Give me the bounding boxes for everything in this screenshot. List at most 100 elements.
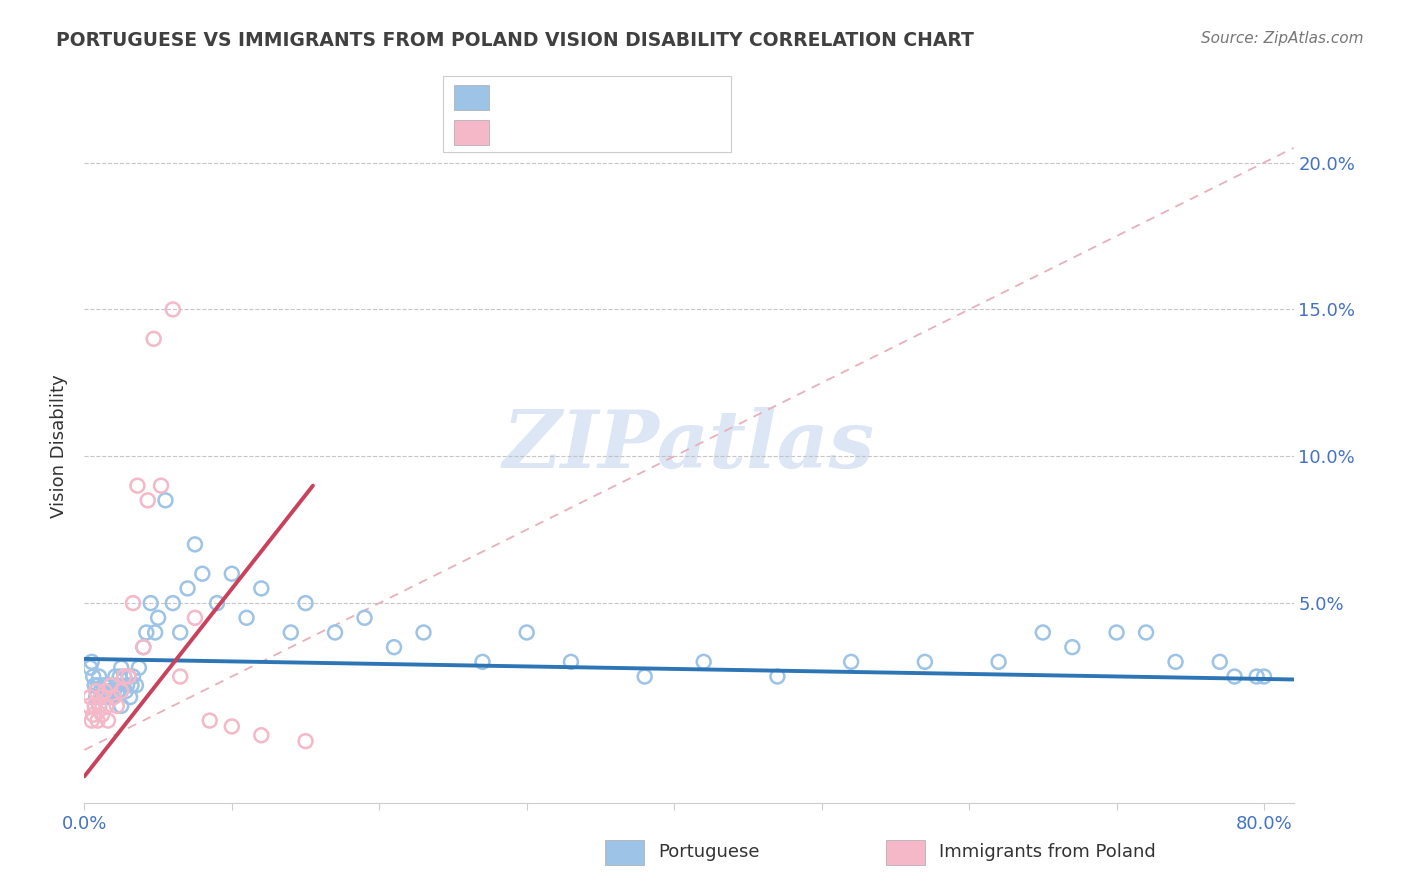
Point (77, 698, 100, 713)
Point (516, 625, 538, 640)
Point (294, 734, 316, 748)
Point (82, 669, 104, 683)
Point (323, 625, 346, 640)
Point (120, 690, 142, 704)
Point (110, 698, 132, 713)
Point (184, 537, 207, 551)
Point (250, 582, 273, 596)
Point (105, 678, 128, 692)
Point (91, 690, 114, 704)
Point (221, 566, 243, 581)
Point (132, 640, 155, 655)
Point (112, 669, 135, 683)
Point (97, 714, 120, 728)
Point (101, 690, 124, 704)
Point (560, 655, 582, 669)
Point (169, 669, 191, 683)
Point (162, 302, 184, 317)
Point (412, 625, 434, 640)
Point (104, 669, 127, 683)
Point (146, 611, 169, 625)
Point (250, 728, 273, 742)
Point (1135, 625, 1157, 640)
Point (98, 690, 121, 704)
Point (135, 625, 157, 640)
Point (162, 596, 184, 610)
Point (169, 625, 191, 640)
Point (94, 684, 117, 698)
Point (103, 684, 125, 698)
Point (80, 714, 103, 728)
Point (987, 655, 1010, 669)
Point (97, 684, 120, 698)
Point (184, 611, 207, 625)
Point (90, 684, 112, 698)
Point (83, 698, 105, 713)
Point (86, 678, 108, 692)
Text: R =  0.461   N = 32: R = 0.461 N = 32 (499, 123, 699, 141)
Point (221, 719, 243, 733)
Point (1032, 625, 1054, 640)
Point (100, 678, 122, 692)
Point (79, 690, 101, 704)
Point (84, 690, 107, 704)
Point (107, 684, 129, 698)
Text: Immigrants from Poland: Immigrants from Poland (939, 843, 1156, 861)
Point (121, 678, 143, 692)
Point (108, 669, 131, 683)
Point (105, 698, 128, 713)
Text: R = -0.078   N = 72: R = -0.078 N = 72 (499, 88, 699, 106)
Point (1164, 655, 1187, 669)
Point (127, 478, 149, 492)
Point (128, 661, 150, 675)
Point (1105, 625, 1128, 640)
Point (87, 669, 110, 683)
Point (150, 478, 173, 492)
Point (1209, 655, 1232, 669)
Point (1062, 640, 1084, 655)
Point (191, 566, 214, 581)
Point (353, 611, 375, 625)
Point (382, 640, 405, 655)
Point (122, 596, 145, 610)
Point (132, 640, 155, 655)
Point (914, 655, 936, 669)
Point (112, 669, 135, 683)
Point (103, 690, 125, 704)
Point (82, 707, 104, 722)
Point (96, 698, 118, 713)
Point (176, 582, 198, 596)
Point (80, 655, 103, 669)
Point (235, 611, 257, 625)
Point (294, 596, 316, 610)
Point (136, 493, 159, 508)
Point (839, 655, 862, 669)
Point (155, 493, 177, 508)
Text: PORTUGUESE VS IMMIGRANTS FROM POLAND VISION DISABILITY CORRELATION CHART: PORTUGUESE VS IMMIGRANTS FROM POLAND VIS… (56, 31, 974, 50)
Point (1246, 669, 1268, 683)
Point (1223, 669, 1246, 683)
Point (100, 678, 122, 692)
Point (125, 678, 148, 692)
Text: Portuguese: Portuguese (658, 843, 759, 861)
Point (96, 698, 118, 713)
Point (90, 690, 112, 704)
Point (122, 669, 145, 683)
Text: Source: ZipAtlas.com: Source: ZipAtlas.com (1201, 31, 1364, 46)
Point (1253, 669, 1275, 683)
Point (205, 596, 228, 610)
Point (117, 669, 139, 683)
Point (84, 684, 107, 698)
Text: ZIPatlas: ZIPatlas (503, 408, 875, 484)
Point (692, 655, 714, 669)
Point (280, 625, 302, 640)
Point (110, 661, 132, 675)
Point (471, 655, 494, 669)
Point (139, 596, 162, 610)
Point (94, 684, 117, 698)
Point (766, 669, 789, 683)
Point (634, 669, 657, 683)
Point (143, 625, 166, 640)
Point (91, 707, 114, 722)
Point (87, 698, 110, 713)
